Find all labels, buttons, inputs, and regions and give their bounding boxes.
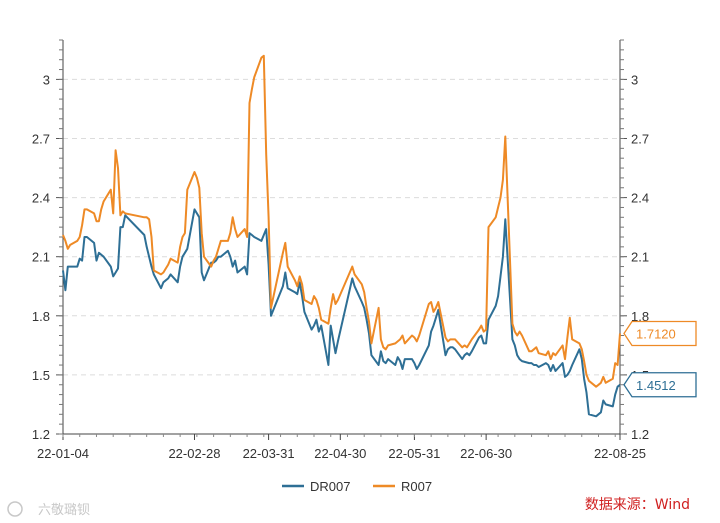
y-tick-label-left: 3 [43, 72, 50, 87]
last-value-label-r007: 1.7120 [636, 327, 676, 342]
y-tick-label-left: 2.7 [32, 132, 50, 147]
y-axis-right: 1.21.51.82.12.42.73 [620, 39, 649, 442]
y-axis-left: 1.2 1.5 1.8 2.1 2.4 2.7 3 [32, 39, 63, 442]
legend: DR007 R007 [282, 479, 432, 494]
x-tick-label: 22-08-25 [594, 446, 646, 461]
watermark-logo-icon [7, 501, 23, 517]
series-line-dr007 [62, 208, 621, 418]
x-tick-label: 22-02-28 [168, 446, 220, 461]
y-tick-label-left: 1.2 [32, 427, 50, 442]
y-tick-label-right: 2.1 [631, 250, 649, 265]
watermark-text: 六敬璐钡 [38, 502, 90, 518]
grid-lines [63, 78, 620, 376]
last-value-box-dr007 [623, 372, 697, 398]
last-value-box-r007 [623, 320, 697, 347]
y-tick-label-right: 2.4 [631, 191, 649, 206]
series-lines [62, 54, 621, 418]
last-value-labels: 1.4512 1.7120 [623, 320, 697, 398]
watermark: 六敬璐钡 [7, 501, 90, 518]
y-tick-label-right: 1.8 [631, 309, 649, 324]
x-tick-label: 22-01-04 [37, 446, 89, 461]
y-tick-label-left: 1.5 [32, 368, 50, 383]
y-tick-label-right: 1.2 [631, 427, 649, 442]
x-tick-label: 22-04-30 [314, 446, 366, 461]
legend-label-dr007: DR007 [310, 479, 350, 494]
series-line-r007 [62, 54, 621, 388]
y-tick-label-left: 2.4 [32, 191, 50, 206]
y-tick-label-right: 2.7 [631, 132, 649, 147]
y-tick-label-left: 2.1 [32, 250, 50, 265]
x-tick-label: 22-05-31 [388, 446, 440, 461]
last-value-label-dr007: 1.4512 [636, 378, 676, 393]
x-axis: 22-01-04 22-02-28 22-03-31 22-04-30 22-05-31… [37, 434, 646, 461]
y-tick-label-left: 1.8 [32, 309, 50, 324]
y-tick-label-right: 3 [631, 72, 638, 87]
x-tick-label: 22-03-31 [243, 446, 295, 461]
x-tick-label: 22-06-30 [460, 446, 512, 461]
source-note: 数据来源：Wind [585, 497, 690, 513]
legend-label-r007: R007 [401, 479, 432, 494]
